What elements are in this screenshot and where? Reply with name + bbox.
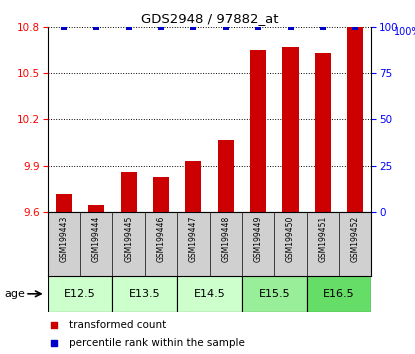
Bar xyxy=(112,276,177,312)
Text: GSM199448: GSM199448 xyxy=(221,216,230,262)
Text: transformed count: transformed count xyxy=(69,320,166,330)
Text: GSM199452: GSM199452 xyxy=(351,216,360,262)
Text: percentile rank within the sample: percentile rank within the sample xyxy=(69,338,244,348)
Bar xyxy=(153,177,169,212)
Point xyxy=(51,340,58,346)
Text: GSM199450: GSM199450 xyxy=(286,216,295,262)
Bar xyxy=(315,53,331,212)
Text: age: age xyxy=(4,289,25,299)
Text: GSM199451: GSM199451 xyxy=(318,216,327,262)
Point xyxy=(222,24,229,29)
Title: GDS2948 / 97882_at: GDS2948 / 97882_at xyxy=(141,12,278,25)
Text: GSM199449: GSM199449 xyxy=(254,216,263,262)
Bar xyxy=(121,172,137,212)
Bar xyxy=(282,47,299,212)
Point xyxy=(51,322,58,327)
Bar xyxy=(48,276,112,312)
Bar xyxy=(185,161,202,212)
Point xyxy=(93,24,100,29)
Bar xyxy=(347,27,364,212)
Text: E16.5: E16.5 xyxy=(323,289,355,299)
Point xyxy=(61,24,67,29)
Point xyxy=(352,24,359,29)
Bar xyxy=(56,194,72,212)
Point xyxy=(158,24,164,29)
Bar xyxy=(177,276,242,312)
Bar xyxy=(242,276,307,312)
Text: 100%: 100% xyxy=(394,27,415,36)
Text: E12.5: E12.5 xyxy=(64,289,96,299)
Text: GSM199445: GSM199445 xyxy=(124,216,133,262)
Bar xyxy=(88,205,105,212)
Point xyxy=(320,24,326,29)
Text: GSM199446: GSM199446 xyxy=(156,216,166,262)
Text: GSM199444: GSM199444 xyxy=(92,216,101,262)
Text: GSM199443: GSM199443 xyxy=(59,216,68,262)
Point xyxy=(255,24,261,29)
Point xyxy=(125,24,132,29)
Text: E14.5: E14.5 xyxy=(194,289,225,299)
Bar xyxy=(250,50,266,212)
Point xyxy=(190,24,197,29)
Point xyxy=(287,24,294,29)
Text: GSM199447: GSM199447 xyxy=(189,216,198,262)
Text: E15.5: E15.5 xyxy=(259,289,290,299)
Bar xyxy=(307,276,371,312)
Text: E13.5: E13.5 xyxy=(129,289,161,299)
Bar xyxy=(217,139,234,212)
